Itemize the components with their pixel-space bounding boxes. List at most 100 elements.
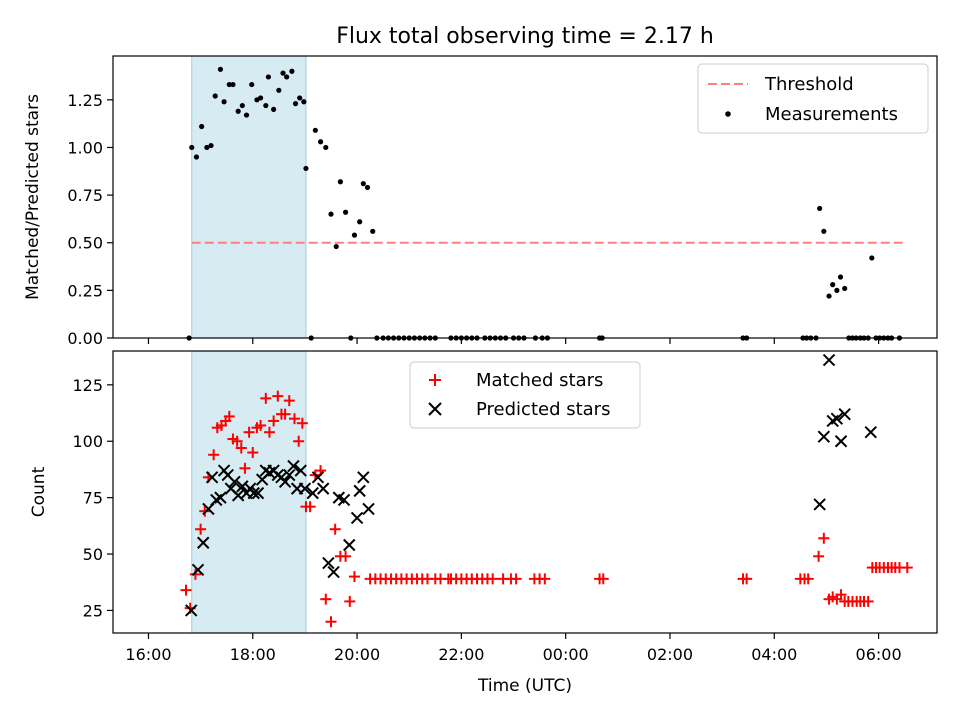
matched-star-point — [344, 595, 356, 607]
matched-star-point — [487, 573, 499, 585]
y-tick-label: 100 — [72, 432, 103, 451]
measurement-point — [199, 123, 205, 130]
measurement-point — [292, 101, 299, 107]
measurement-point — [869, 255, 875, 261]
x-tick-label: 00:00 — [543, 645, 589, 664]
y-tick-label: 0.25 — [67, 281, 103, 300]
bottom-y-axis-ticks: 25 50 75 100 125 — [72, 376, 113, 620]
measurement-point — [337, 179, 343, 185]
measurement-point — [257, 95, 264, 101]
top-y-axis-ticks: 0.00 0.25 0.50 0.75 1.00 1.25 — [67, 91, 113, 348]
measurement-point — [265, 74, 272, 80]
measurement-point — [301, 99, 307, 105]
x-tick-label: 22:00 — [438, 645, 484, 664]
measurement-point — [239, 102, 245, 109]
bottom-panel: 25 50 75 100 125 16:00 18:00 20:00 22:00 00:00 02… — [29, 350, 938, 696]
matched-star-point — [247, 447, 259, 459]
predicted-star-point — [251, 486, 265, 500]
top-y-axis-label: Matched/Predicted stars — [23, 94, 43, 300]
y-tick-label: 1.25 — [67, 91, 103, 110]
matched-star-point — [818, 532, 830, 544]
measurement-point — [208, 142, 214, 149]
predicted-star-point — [298, 482, 312, 495]
measurement-point — [357, 219, 363, 225]
matched-star-point — [268, 415, 280, 427]
matched-star-point — [263, 426, 275, 438]
measurement-point — [312, 127, 318, 133]
x-tick-label: 16:00 — [125, 645, 171, 664]
measurement-point — [333, 243, 339, 250]
measurement-point — [826, 293, 832, 299]
predicted-star-point — [838, 407, 851, 421]
predicted-stars-series — [185, 353, 877, 617]
matched-star-point — [320, 593, 332, 605]
measurement-point — [817, 205, 823, 212]
measurement-point — [289, 68, 295, 74]
bottom-x-axis-ticks: 16:00 18:00 20:00 22:00 00:00 02:00 04:00 06:00 — [125, 633, 902, 664]
measurement-point — [328, 211, 334, 217]
measurement-point — [230, 81, 236, 88]
x-tick-label: 20:00 — [334, 645, 380, 664]
x-axis-label: Time (UTC) — [477, 676, 572, 696]
top-x-axis-ticks — [147, 338, 880, 344]
matched-star-point — [255, 419, 267, 431]
predicted-star-point — [337, 493, 351, 507]
measurement-point — [221, 99, 227, 105]
y-tick-label: 0.50 — [67, 234, 103, 253]
predicted-star-point — [834, 435, 848, 448]
matched-star-point — [539, 573, 551, 585]
y-tick-label: 1.00 — [67, 138, 103, 157]
predicted-star-point — [247, 486, 261, 500]
predicted-star-point — [283, 468, 296, 482]
matched-star-point — [597, 573, 609, 585]
matched-star-point — [180, 584, 192, 596]
legend-predicted-label: Predicted stars — [476, 399, 610, 420]
y-tick-label: 0.75 — [67, 186, 103, 205]
predicted-star-point — [306, 486, 319, 500]
measurement-point — [370, 228, 376, 234]
measurement-point — [303, 165, 309, 172]
measurement-point — [212, 93, 218, 99]
matched-star-point — [231, 435, 243, 447]
matched-star-point — [510, 573, 522, 585]
measurement-point — [280, 70, 286, 76]
x-tick-label: 18:00 — [230, 645, 276, 664]
legend-predicted-swatch — [428, 402, 442, 416]
observing-window-shade-top — [191, 55, 307, 339]
top-legend-box — [697, 63, 929, 134]
predicted-star-point — [327, 565, 340, 579]
predicted-star-point — [864, 426, 877, 439]
predicted-star-point — [353, 484, 366, 498]
measurement-point — [351, 232, 358, 238]
measurement-point — [364, 184, 371, 191]
predicted-star-point — [357, 471, 370, 484]
predicted-star-point — [813, 498, 826, 511]
matched-star-point — [272, 390, 284, 402]
measurement-point — [284, 74, 290, 80]
legend-matched-swatch — [429, 374, 441, 386]
matched-star-point — [260, 392, 272, 404]
matched-star-point — [235, 442, 247, 454]
predicted-star-point — [830, 412, 844, 425]
measurement-point — [837, 274, 844, 280]
matched-star-point — [835, 589, 847, 601]
measurement-point — [276, 87, 282, 93]
y-tick-label: 25 — [83, 601, 103, 620]
measurement-point — [243, 112, 250, 118]
y-tick-label: 50 — [83, 545, 103, 564]
x-tick-label: 06:00 — [856, 645, 902, 664]
measurement-point — [263, 102, 269, 109]
legend-threshold-label: Threshold — [764, 74, 854, 95]
matched-star-point — [325, 616, 337, 628]
bottom-legend-box — [409, 361, 641, 429]
matched-star-point — [296, 417, 308, 429]
matched-star-point — [741, 573, 753, 585]
legend-measurements-label: Measurements — [765, 104, 898, 125]
measurement-point — [317, 139, 324, 145]
predicted-star-point — [316, 482, 330, 495]
predicted-star-point — [236, 480, 249, 493]
top-panel: 0.00 0.25 0.50 0.75 1.00 1.25 Matched/Predict… — [23, 55, 938, 348]
predicted-star-point — [294, 464, 307, 477]
measurement-point — [360, 181, 366, 187]
measurement-point — [204, 144, 210, 151]
